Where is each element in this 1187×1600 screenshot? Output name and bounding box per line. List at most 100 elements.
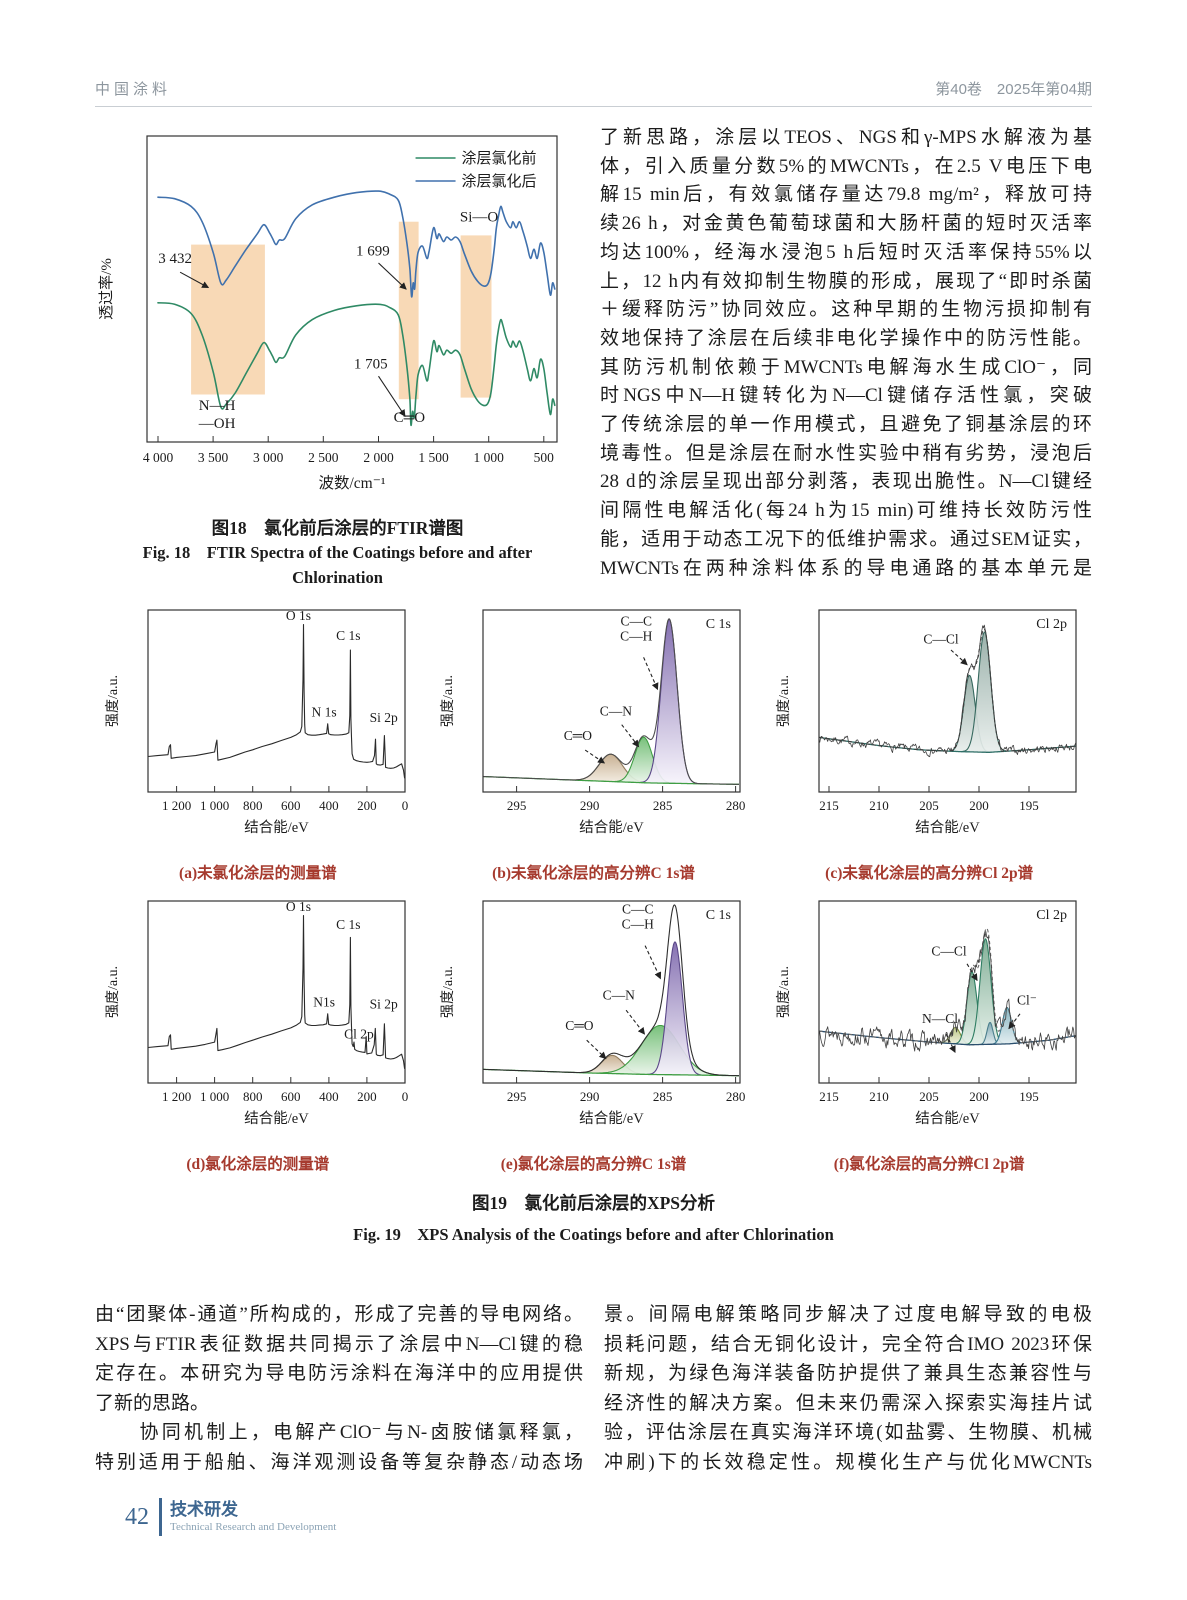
svg-text:600: 600 xyxy=(281,798,301,813)
svg-text:1 200: 1 200 xyxy=(162,798,191,813)
svg-text:1 699: 1 699 xyxy=(356,243,390,259)
svg-text:结合能/eV: 结合能/eV xyxy=(580,1110,645,1127)
svg-text:结合能/eV: 结合能/eV xyxy=(244,1110,309,1127)
xps-panel-e: 295 290 285 280 结合能/eV 强度/a.u. C 1s C—C C—H C—N C═… xyxy=(431,893,757,1174)
svg-text:400: 400 xyxy=(319,1089,339,1104)
xps-survey-chlorinated-chart: 1 200 1 000 800 600 400 200 0 结合能/eV 强度/a.u. O 1s… xyxy=(104,893,412,1150)
svg-text:4 000: 4 000 xyxy=(143,450,174,465)
text-line: 了新思路，涂层以TEOS、NGS和γ-MPS水解液为基 xyxy=(600,127,1092,148)
svg-text:C═O: C═O xyxy=(564,728,593,743)
svg-text:强度/a.u.: 强度/a.u. xyxy=(105,966,121,1018)
svg-text:295: 295 xyxy=(507,1089,526,1104)
body-text-right-column: 了新思路，涂层以TEOS、NGS和γ-MPS水解液为基 体，引入质量分数5%的MW… xyxy=(600,124,1092,590)
svg-text:280: 280 xyxy=(726,1089,746,1104)
svg-text:1 200: 1 200 xyxy=(162,1089,191,1104)
svg-text:1 000: 1 000 xyxy=(200,1089,229,1104)
fig19-caption-zh: 图19 氯化前后涂层的XPS分析 xyxy=(471,1193,716,1213)
text-line: 均达100%，经海水浸泡5 h后短时灭活率保持55%以 xyxy=(600,241,1092,263)
svg-text:Si 2p: Si 2p xyxy=(369,710,397,725)
svg-text:210: 210 xyxy=(869,798,889,813)
text-line: 验，评估涂层在真实海洋环境(如盐雾、生物膜、机械 xyxy=(604,1422,1092,1443)
text-line: 间隔性电解活化(每24 h为15 min)可维持长效防污性 xyxy=(600,500,1092,522)
svg-text:600: 600 xyxy=(281,1089,301,1104)
svg-text:结合能/eV: 结合能/eV xyxy=(915,819,980,836)
panel-caption-e: (e)氯化涂层的高分辨C 1s谱 xyxy=(500,1156,687,1173)
text-line: 时NGS中N—H键转化为N—Cl键储存活性氯，突破 xyxy=(600,385,1092,407)
page-number: 42 xyxy=(125,1503,149,1530)
text-line: 境毒性。但是涂层在耐水性实验中稍有劣势，浸泡后 xyxy=(600,442,1092,464)
svg-text:N 1s: N 1s xyxy=(311,705,336,720)
svg-text:0: 0 xyxy=(402,798,409,813)
svg-text:200: 200 xyxy=(357,1089,377,1104)
fig18-caption-en-line2: Chlorination xyxy=(292,568,383,587)
figure-18: 4 000 3 500 3 000 2 500 2 000 1 500 1 000 500 波数… xyxy=(95,124,580,590)
svg-text:结合能/eV: 结合能/eV xyxy=(915,1110,980,1127)
text-line: 经济性的解决方案。但未来仍需深入探索实海挂片试 xyxy=(604,1392,1092,1414)
page-footer: 42 技术研发 Technical Research and Developme… xyxy=(125,1498,336,1536)
text-line: 了新的思路。 xyxy=(95,1392,210,1414)
svg-text:强度/a.u.: 强度/a.u. xyxy=(105,675,121,727)
text-line: 定存在。本研究为导电防污涂料在海洋中的应用提供 xyxy=(95,1363,583,1384)
svg-text:1 705: 1 705 xyxy=(354,357,388,373)
text-line: 新规，为绿色海洋装备防护提供了兼具生态兼容性与 xyxy=(604,1363,1092,1384)
bottom-section: 由“团聚体-通道”所构成的，形成了完善的导电网络。 XPS与FTIR表征数据共同揭… xyxy=(95,1300,1092,1477)
fig18-caption-zh: 图18 氯化前后涂层的FTIR谱图 xyxy=(211,518,464,538)
svg-text:C 1s: C 1s xyxy=(706,617,731,632)
footer-section-zh: 技术研发 xyxy=(170,1499,238,1519)
header-divider xyxy=(95,106,1092,107)
panel-caption-c: (c)未氯化涂层的高分辨Cl 2p谱 xyxy=(825,865,1034,882)
text-line: 上，12 h内有效抑制生物膜的形成，展现了“即时杀菌 xyxy=(600,270,1092,292)
svg-text:强度/a.u.: 强度/a.u. xyxy=(440,966,456,1018)
text-line: ＋缓释防污”协同效应。这种早期的生物污损抑制有 xyxy=(600,299,1092,321)
fig18-caption-en-line1: Fig. 18 FTIR Spectra of the Coatings bef… xyxy=(142,543,533,562)
svg-text:1 500: 1 500 xyxy=(418,450,449,465)
panel-caption-a: (a)未氯化涂层的测量谱 xyxy=(179,865,337,882)
svg-text:200: 200 xyxy=(969,1089,989,1104)
xps-panel-f: 215 210 205 200 195 结合能/eV 强度/a.u. Cl 2p C—Cl N—C… xyxy=(766,893,1092,1174)
svg-text:Cl 2p: Cl 2p xyxy=(1036,908,1067,923)
text-line: 协同机制上，电解产ClO⁻与N-卤胺储氯释氯， xyxy=(95,1422,583,1443)
svg-text:280: 280 xyxy=(726,798,746,813)
figure-19: 1 200 1 000 800 600 400 200 0 结合能/eV 强度/a.u. O 1s… xyxy=(95,602,1092,1245)
xps-panel-d: 1 200 1 000 800 600 400 200 0 结合能/eV 强度/a.u. O 1s… xyxy=(95,893,421,1174)
svg-text:205: 205 xyxy=(919,798,939,813)
svg-text:290: 290 xyxy=(580,798,600,813)
svg-text:3 000: 3 000 xyxy=(253,450,284,465)
svg-text:N—H: N—H xyxy=(199,398,236,414)
svg-text:C 1s: C 1s xyxy=(706,908,731,923)
panel-caption-b: (b)未氯化涂层的高分辨C 1s谱 xyxy=(492,865,695,882)
xps-c1s-chlorinated-chart: 295 290 285 280 结合能/eV 强度/a.u. C 1s C—C C—H C—N C═… xyxy=(439,893,747,1150)
text-line: 能，适用于动态工况下的低维护需求。通过SEM证实， xyxy=(600,528,1092,550)
svg-text:涂层氯化后: 涂层氯化后 xyxy=(462,173,537,190)
svg-text:—OH: —OH xyxy=(198,416,236,432)
xps-cl2p-chlorinated-chart: 215 210 205 200 195 结合能/eV 强度/a.u. Cl 2p C—Cl N—C… xyxy=(775,893,1083,1150)
text-line: 其防污机制依赖于MWCNTs电解海水生成ClO⁻，同 xyxy=(600,356,1092,378)
svg-text:C 1s: C 1s xyxy=(336,917,360,932)
svg-text:N1s: N1s xyxy=(313,995,335,1010)
svg-text:强度/a.u.: 强度/a.u. xyxy=(776,966,792,1018)
footer-section-en: Technical Research and Development xyxy=(170,1520,337,1533)
svg-text:2 000: 2 000 xyxy=(363,450,394,465)
page-header: 中国涂料 第40卷 2025年第04期 xyxy=(95,78,1092,99)
xps-grid: 1 200 1 000 800 600 400 200 0 结合能/eV 强度/a.u. O 1s… xyxy=(95,602,1092,1174)
xps-cl2p-unchlorinated-chart: 215 210 205 200 195 结合能/eV 强度/a.u. Cl 2p C—Cl xyxy=(775,602,1083,859)
footer-divider-bar xyxy=(159,1498,162,1536)
svg-text:Si 2p: Si 2p xyxy=(369,996,397,1011)
svg-text:205: 205 xyxy=(919,1089,939,1104)
svg-text:200: 200 xyxy=(969,798,989,813)
svg-text:强度/a.u.: 强度/a.u. xyxy=(776,675,792,727)
text-line: 特别适用于船舶、海洋观测设备等复杂静态/动态场 xyxy=(95,1451,583,1473)
svg-text:400: 400 xyxy=(319,798,339,813)
svg-text:波数/cm⁻¹: 波数/cm⁻¹ xyxy=(318,474,385,492)
top-section: 4 000 3 500 3 000 2 500 2 000 1 500 1 000 500 波数… xyxy=(95,124,1092,590)
svg-text:215: 215 xyxy=(819,1089,839,1104)
xps-panel-b: 295 290 285 280 结合能/eV 强度/a.u. C 1s C—C C—H C—N C═… xyxy=(431,602,757,883)
xps-survey-unchlorinated-chart: 1 200 1 000 800 600 400 200 0 结合能/eV 强度/a.u. O 1s… xyxy=(104,602,412,859)
svg-text:Cl 2p: Cl 2p xyxy=(344,1026,374,1041)
ftir-chart: 4 000 3 500 3 000 2 500 2 000 1 500 1 000 500 波数… xyxy=(95,124,580,507)
body-text-bottom-right-column: 景。间隔电解策略同步解决了过度电解导致的电极 损耗问题，结合无铜化设计，完全符合I… xyxy=(604,1300,1092,1477)
text-line: 由“团聚体-通道”所构成的，形成了完善的导电网络。 xyxy=(95,1304,583,1325)
svg-text:强度/a.u.: 强度/a.u. xyxy=(440,675,456,727)
svg-text:500: 500 xyxy=(534,450,555,465)
